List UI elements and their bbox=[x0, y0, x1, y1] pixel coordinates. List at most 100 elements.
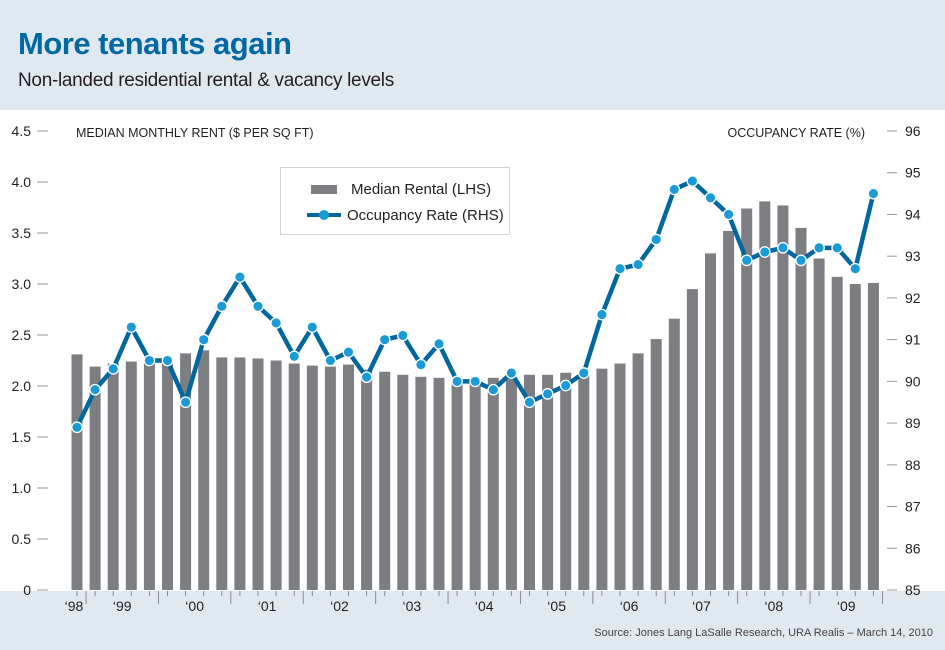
occupancy-point-2005Q4 bbox=[577, 367, 590, 379]
occupancy-point-2001Q1 bbox=[234, 271, 246, 283]
left-tick-label: 0.5 bbox=[12, 531, 32, 547]
x-tick-label: ‘06 bbox=[620, 598, 639, 614]
left-tick-label: 2.0 bbox=[12, 378, 32, 394]
right-tick-label: 90 bbox=[905, 373, 921, 389]
occupancy-point-2008Q2 bbox=[758, 246, 771, 258]
occupancy-point-2004Q4 bbox=[505, 367, 518, 379]
occupancy-point-2001Q2 bbox=[252, 300, 264, 313]
bar-2002Q3 bbox=[343, 364, 354, 590]
occupancy-point-2007Q2 bbox=[686, 175, 699, 187]
bar-2009Q4 bbox=[867, 282, 879, 590]
bars-group bbox=[71, 201, 879, 590]
occupancy-point-2001Q3 bbox=[270, 317, 282, 329]
bar-2003Q3 bbox=[415, 376, 427, 590]
bar-2004Q4 bbox=[505, 377, 517, 590]
bar-2007Q2 bbox=[686, 289, 698, 590]
bar-2000Q4 bbox=[216, 357, 228, 590]
left-tick-label: 3.5 bbox=[12, 225, 32, 241]
bar-2002Q1 bbox=[306, 365, 318, 590]
left-tick-label: 1.5 bbox=[12, 429, 32, 445]
bar-2008Q2 bbox=[759, 201, 771, 590]
right-tick-label: 93 bbox=[905, 248, 921, 264]
bar-2000Q3 bbox=[198, 350, 210, 590]
bar-2005Q3 bbox=[560, 372, 572, 590]
occupancy-point-2005Q1 bbox=[523, 396, 536, 409]
occupancy-point-2008Q3 bbox=[777, 241, 789, 254]
occupancy-point-2009Q3 bbox=[849, 262, 862, 275]
occupancy-point-2003Q4 bbox=[433, 337, 445, 350]
occupancy-point-2007Q1 bbox=[668, 183, 681, 196]
source-note: Source: Jones Lang LaSalle Research, URA… bbox=[594, 627, 933, 639]
bar-2002Q4 bbox=[361, 369, 373, 590]
right-axis: 85 86 87 88 89 90 91 92 93 94 95 96 bbox=[887, 123, 921, 598]
bar-2005Q1 bbox=[524, 374, 535, 590]
right-tick-label: 95 bbox=[905, 165, 921, 181]
occupancy-point-2008Q1 bbox=[740, 254, 753, 267]
bar-1999Q4 bbox=[143, 360, 155, 590]
legend-item-occupancy-rate: Occupancy Rate (RHS) bbox=[307, 204, 504, 226]
bar-2004Q2 bbox=[469, 379, 481, 590]
bar-2009Q2 bbox=[831, 276, 843, 590]
bar-2003Q2 bbox=[397, 374, 409, 590]
occupancy-point-2000Q2 bbox=[179, 396, 192, 409]
occupancy-point-2003Q2 bbox=[396, 329, 409, 342]
occupancy-point-1999Q3 bbox=[125, 321, 138, 333]
legend-label: Occupancy Rate (RHS) bbox=[347, 206, 504, 224]
bar-2000Q2 bbox=[180, 353, 192, 590]
occupancy-point-2000Q1 bbox=[161, 354, 174, 367]
occupancy-point-2004Q3 bbox=[487, 383, 500, 396]
bar-2002Q2 bbox=[324, 366, 336, 590]
bar-2003Q4 bbox=[433, 377, 445, 590]
occupancy-point-1999Q4 bbox=[143, 354, 156, 367]
right-tick-label: 96 bbox=[905, 123, 921, 139]
occupancy-point-2001Q4 bbox=[288, 350, 301, 363]
left-tick-label: 1.0 bbox=[12, 480, 32, 496]
chart-title: More tenants again bbox=[18, 26, 292, 61]
right-tick-label: 92 bbox=[905, 290, 921, 306]
occupancy-point-2006Q2 bbox=[614, 262, 626, 275]
x-tick-label: ‘03 bbox=[403, 598, 422, 614]
occupancy-point-2007Q3 bbox=[704, 191, 717, 204]
occupancy-point-1999Q1 bbox=[89, 383, 101, 396]
occupancy-point-1999Q2 bbox=[107, 362, 120, 375]
bar-1999Q3 bbox=[125, 361, 137, 590]
bar-swatch-icon bbox=[311, 184, 337, 194]
occupancy-point-2005Q3 bbox=[559, 379, 572, 392]
right-tick-label: 86 bbox=[905, 540, 921, 556]
bar-2001Q1 bbox=[234, 357, 246, 590]
bar-1999Q1 bbox=[89, 366, 101, 590]
bar-2001Q3 bbox=[270, 360, 282, 590]
occupancy-point-2008Q4 bbox=[795, 254, 807, 267]
right-axis-title: OCCUPANCY RATE (%) bbox=[727, 126, 865, 140]
x-tick-label: ‘98 bbox=[65, 598, 84, 614]
bar-2003Q1 bbox=[379, 371, 391, 590]
bar-2009Q3 bbox=[849, 284, 861, 590]
occupancy-point-2006Q4 bbox=[650, 233, 663, 246]
bar-2001Q4 bbox=[288, 363, 300, 590]
x-tick-label: ‘01 bbox=[258, 598, 277, 614]
bar-2008Q3 bbox=[777, 205, 789, 590]
x-tick-label: ‘09 bbox=[837, 598, 856, 614]
bar-1999Q2 bbox=[107, 363, 119, 590]
bar-2005Q4 bbox=[578, 372, 590, 590]
occupancy-point-2004Q1 bbox=[451, 375, 463, 388]
left-tick-label: 3.0 bbox=[12, 276, 32, 292]
occupancy-point-2000Q4 bbox=[215, 300, 228, 313]
occupancy-point-2002Q1 bbox=[306, 321, 319, 333]
left-tick-label: 0 bbox=[23, 582, 31, 598]
bar-2009Q1 bbox=[813, 258, 825, 590]
x-tick-label: ‘05 bbox=[547, 598, 566, 614]
bar-2008Q1 bbox=[741, 208, 753, 590]
bar-2000Q1 bbox=[162, 360, 173, 590]
occupancy-point-2003Q3 bbox=[415, 358, 427, 371]
right-tick-label: 94 bbox=[905, 206, 921, 222]
bar-1998Q4 bbox=[71, 354, 83, 590]
right-tick-label: 88 bbox=[905, 457, 921, 473]
left-axis: 0 0.5 1.0 1.5 2.0 2.5 3.0 3.5 4.0 4.5 bbox=[12, 123, 48, 598]
bar-2001Q2 bbox=[252, 358, 264, 590]
left-tick-label: 4.0 bbox=[12, 174, 32, 190]
occupancy-point-2009Q2 bbox=[831, 241, 844, 254]
legend-label: Median Rental (LHS) bbox=[351, 180, 492, 198]
occupancy-point-2007Q4 bbox=[722, 208, 735, 221]
